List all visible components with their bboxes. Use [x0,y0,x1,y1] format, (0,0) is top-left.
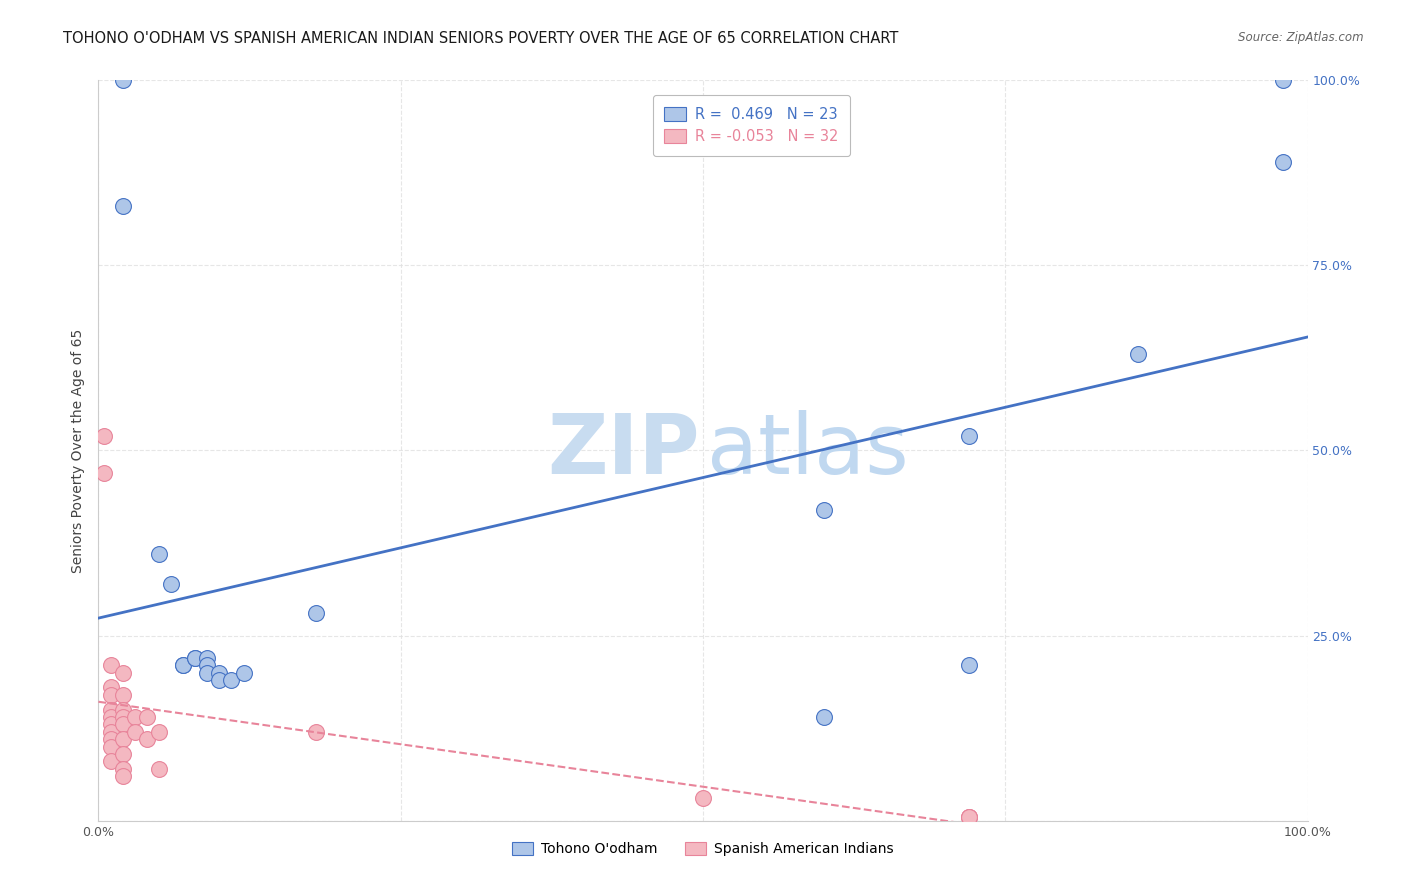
Point [148,724,170,739]
Point [111,665,134,680]
Point [957,810,980,824]
Point [124,710,146,724]
Point [111,199,134,213]
Point [100,703,122,717]
Point [184,650,207,665]
Y-axis label: Seniors Poverty Over the Age of 65: Seniors Poverty Over the Age of 65 [72,328,86,573]
Point [813,710,835,724]
Point [93,466,115,480]
Point [111,710,134,724]
Point [1272,73,1295,87]
Point [111,732,134,747]
Point [208,673,231,687]
Point [957,428,980,442]
Point [111,703,134,717]
Text: atlas: atlas [707,410,908,491]
Point [124,724,146,739]
Point [1272,154,1295,169]
Point [813,502,835,516]
Point [111,769,134,783]
Point [100,724,122,739]
Point [111,717,134,731]
Point [111,762,134,776]
Point [100,658,122,673]
Point [111,747,134,761]
Point [100,755,122,769]
Point [195,665,218,680]
Point [692,791,714,805]
Point [957,658,980,673]
Point [172,658,194,673]
Point [100,710,122,724]
Point [93,428,115,442]
Point [221,673,243,687]
Point [305,607,328,621]
Point [208,665,231,680]
Point [957,810,980,824]
Point [160,576,183,591]
Point [111,688,134,702]
Point [957,810,980,824]
Point [1128,347,1150,361]
Point [172,658,194,673]
Point [195,658,218,673]
Point [100,681,122,695]
Text: TOHONO O'ODHAM VS SPANISH AMERICAN INDIAN SENIORS POVERTY OVER THE AGE OF 65 COR: TOHONO O'ODHAM VS SPANISH AMERICAN INDIA… [63,31,898,46]
Point [195,650,218,665]
Text: ZIP: ZIP [547,410,699,491]
Point [184,650,207,665]
Point [232,665,254,680]
Point [100,739,122,754]
Point [135,710,157,724]
Point [305,724,328,739]
Point [148,547,170,561]
Point [148,762,170,776]
Point [100,717,122,731]
Point [111,73,134,87]
Point [100,688,122,702]
Legend: Tohono O'odham, Spanish American Indians: Tohono O'odham, Spanish American Indians [506,837,900,862]
Point [100,732,122,747]
Text: Source: ZipAtlas.com: Source: ZipAtlas.com [1239,31,1364,45]
Point [135,732,157,747]
